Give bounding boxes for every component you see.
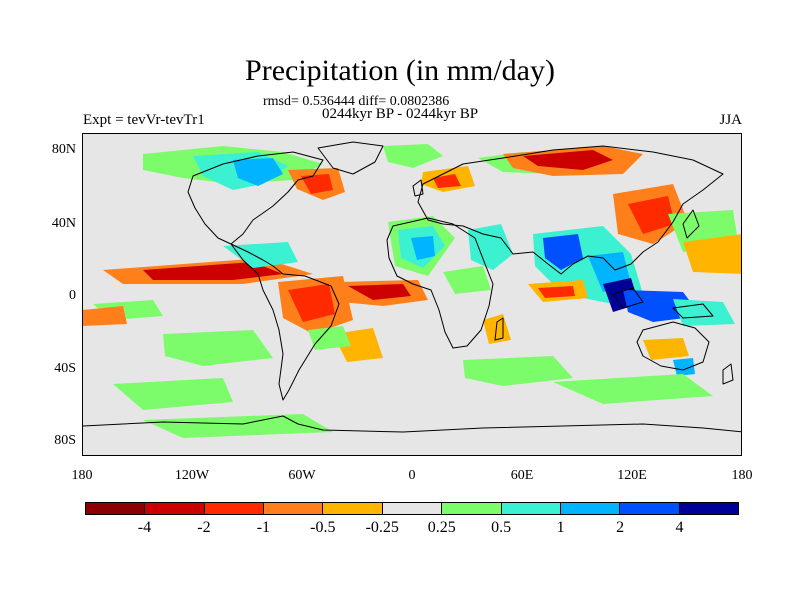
colorbar-box xyxy=(145,503,205,514)
coast-madagascar xyxy=(494,317,504,341)
colorbar-box xyxy=(620,503,680,514)
colorbar-box xyxy=(501,503,561,514)
anomaly-orange-se-pacific xyxy=(83,306,127,326)
colorbar-label: 1 xyxy=(556,519,565,536)
period-label: 0244kyr BP - 0244kyr BP xyxy=(322,106,479,122)
colorbar-box xyxy=(382,503,443,514)
colorbar-box xyxy=(560,503,621,514)
lon-label-120w: 120W xyxy=(174,468,210,483)
coast-japan xyxy=(682,209,700,239)
anomaly-orange-nw-pacific xyxy=(683,234,741,274)
map-canvas xyxy=(83,141,741,438)
lon-label-120e: 120E xyxy=(617,468,647,483)
anomaly-blue-india xyxy=(543,234,583,270)
coast-north-america xyxy=(187,151,324,245)
coast-uk xyxy=(412,179,424,197)
colorbar-label: -2 xyxy=(197,519,211,536)
anomaly-blue-n-canada xyxy=(233,158,283,186)
coast-antarctica xyxy=(83,415,741,433)
anomaly-cyan-central-america xyxy=(223,242,298,268)
lat-label-80s: 80S xyxy=(54,433,76,448)
anomaly-blue-sahara xyxy=(411,236,435,260)
lat-label-80n: 80N xyxy=(51,142,76,157)
colorbar-box xyxy=(323,503,383,514)
lon-label-180w: 180 xyxy=(71,468,93,483)
colorbar-box xyxy=(264,503,324,514)
colorbar-box xyxy=(204,503,265,514)
stats-line: rmsd= 0.536444 diff= 0.0802386 xyxy=(263,94,450,109)
anomaly-cyan-arabia xyxy=(468,224,513,270)
coast-eurasia xyxy=(417,145,724,275)
anomaly-green-e-africa xyxy=(443,266,491,294)
coast-new-zealand xyxy=(722,363,734,385)
lon-label-0: 0 xyxy=(408,468,416,483)
season-label: JJA xyxy=(719,112,742,128)
colorbar-box xyxy=(679,503,738,514)
anomaly-red-tropical-pacific xyxy=(143,262,283,280)
coast-africa xyxy=(386,217,494,349)
colorbar-label: 0.5 xyxy=(491,519,512,536)
anomaly-green-antarctic xyxy=(143,414,333,438)
coast-new-guinea xyxy=(672,303,714,319)
colorbar-box xyxy=(442,503,502,514)
plot-title: Precipitation (in mm/day) xyxy=(245,54,555,87)
coastlines xyxy=(83,141,741,433)
lat-label-40s: 40S xyxy=(54,361,76,376)
coast-greenland xyxy=(317,141,384,175)
lat-label-40n: 40N xyxy=(51,216,76,231)
anomaly-green-s-indian xyxy=(463,356,573,386)
colorbar-box xyxy=(86,503,146,514)
colorbar xyxy=(85,502,739,515)
map-panel xyxy=(82,133,742,456)
anomaly-blue-tasman xyxy=(673,358,695,376)
lon-label-180e: 180 xyxy=(731,468,753,483)
experiment-label: Expt = tevVr-tevTr1 xyxy=(83,112,205,128)
anomaly-red-n-atlantic xyxy=(301,174,333,194)
coast-australia xyxy=(636,321,710,371)
lon-label-60w: 60W xyxy=(288,468,316,483)
anomaly-cyan-new-guinea xyxy=(673,299,735,326)
anomaly-green-s-atlantic xyxy=(308,326,351,350)
anomaly-green-greenland xyxy=(383,144,443,168)
coast-borneo xyxy=(612,287,644,309)
coast-south-america xyxy=(230,243,340,401)
anomaly-red-atlantic-itcz xyxy=(348,284,411,300)
anomaly-green-s-ocean-east xyxy=(553,374,713,404)
colorbar-label: -0.5 xyxy=(310,519,336,536)
colorbar-label: -4 xyxy=(137,519,152,536)
colorbar-label: 0.25 xyxy=(427,519,456,536)
lat-label-eq: 0 xyxy=(69,288,76,303)
lon-label-60e: 60E xyxy=(510,468,534,483)
colorbar-label: -1 xyxy=(256,519,271,536)
anomaly-red-scandinavia xyxy=(433,174,461,188)
colorbar-label: 4 xyxy=(675,519,684,536)
anomaly-red-e-asia xyxy=(628,196,675,234)
anomaly-patches xyxy=(83,144,741,438)
anomaly-green-s-pacific xyxy=(163,330,273,366)
colorbar-label: -0.25 xyxy=(365,519,399,536)
anomaly-red-amazon xyxy=(288,284,335,322)
anomaly-orange-s-africa xyxy=(483,314,511,344)
anomaly-red-n-siberia xyxy=(523,150,613,170)
anomaly-red-indian-ocean xyxy=(538,286,575,298)
colorbar-label: 2 xyxy=(616,519,625,536)
anomaly-orange-australia xyxy=(643,338,689,360)
anomaly-green-s-ocean-west xyxy=(113,378,233,410)
